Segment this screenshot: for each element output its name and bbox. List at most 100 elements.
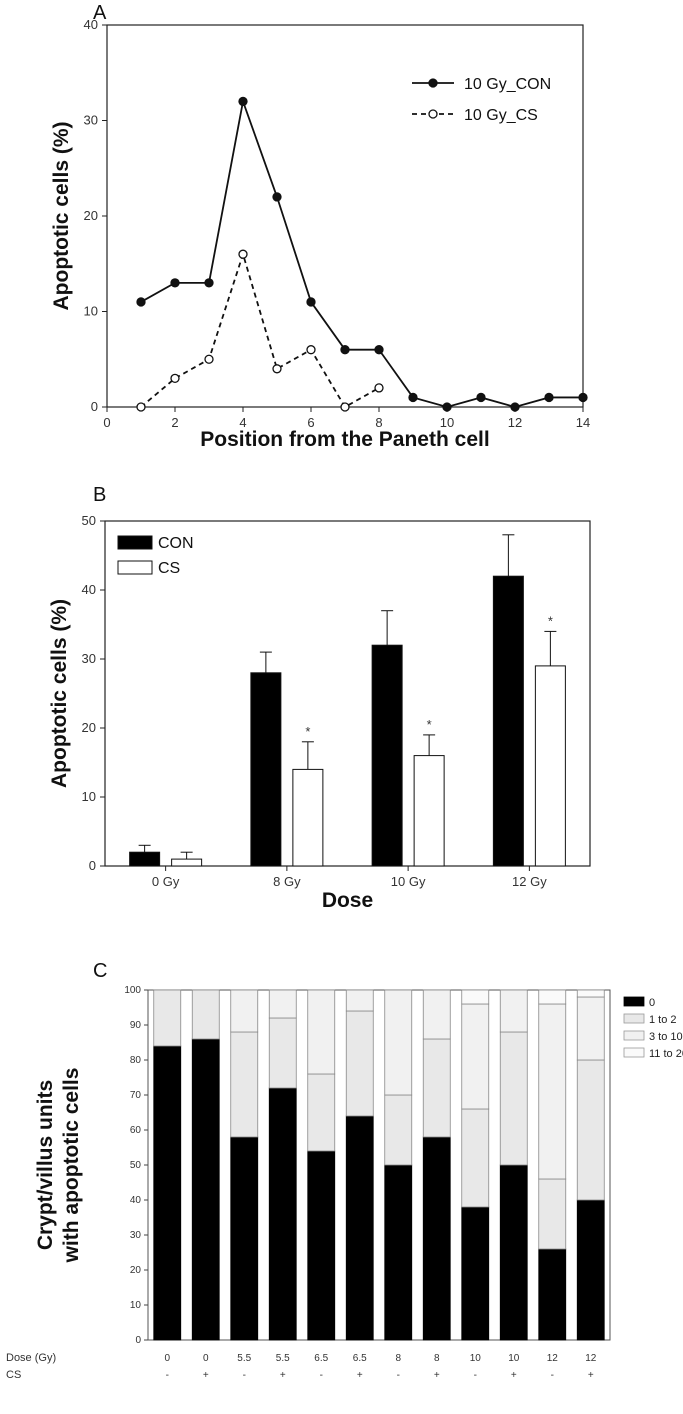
panel-c-cs-label: - xyxy=(320,1370,323,1381)
panel-a-x-tick-label: 4 xyxy=(239,415,246,430)
panel-c-y-tick-label: 100 xyxy=(124,985,141,996)
panel-c-stack-segment xyxy=(499,1164,528,1341)
panel-b-legend-label: CON xyxy=(158,535,194,552)
panel-c-stack-segment xyxy=(499,989,528,1033)
panel-c-cs-label: + xyxy=(280,1370,286,1381)
panel-a-x-tick-label: 6 xyxy=(307,415,314,430)
panel-c-y-tick-label: 30 xyxy=(130,1230,142,1241)
panel-b-y-tick-label: 40 xyxy=(82,582,96,597)
panel-c-y-tick-label: 80 xyxy=(130,1055,142,1066)
panel-c-dose-label: 8 xyxy=(434,1353,440,1364)
panel-a-data-point xyxy=(136,402,146,412)
panel-a-data-point xyxy=(170,373,180,384)
panel-a-data-point xyxy=(374,345,384,355)
panel-c-stack-segment xyxy=(230,1031,259,1138)
panel-a-data-point xyxy=(340,402,350,412)
panel-a-series-line-1 xyxy=(140,97,583,408)
panel-a-data-point xyxy=(408,392,418,403)
panel-b-y-tick-label: 20 xyxy=(82,720,96,735)
panel-b-legend-swatch xyxy=(117,560,153,575)
panel-a-y-tick-label: 30 xyxy=(84,113,98,128)
panel-a-series-line-2 xyxy=(140,251,380,409)
panel-a-legend-label: 10 Gy_CON xyxy=(464,76,551,93)
panel-c-y-tick-label: 10 xyxy=(130,1300,142,1311)
panel-b-x-tick-label: 12 Gy xyxy=(512,874,547,889)
panel-c-stack-segment xyxy=(268,989,297,1019)
panel-a-data-point xyxy=(340,345,350,355)
panel-c-stack-segment xyxy=(268,1017,297,1089)
panel-a-x-tick-label: 0 xyxy=(103,415,110,430)
panel-c-y-tick-label: 60 xyxy=(130,1125,142,1136)
panel-a-x-tick-label: 2 xyxy=(171,415,178,430)
panel-c-cs-label: + xyxy=(203,1370,209,1381)
panel-c-legend-label: 1 to 2 xyxy=(649,1014,677,1026)
panel-a-legend-marker xyxy=(428,109,438,119)
panel-b-plot-frame xyxy=(104,520,591,867)
panel-c-stack-segment xyxy=(461,989,490,1005)
panel-a-data-point xyxy=(272,364,282,374)
panel-a-data-point xyxy=(510,402,520,412)
panel-c-cs-label: - xyxy=(243,1370,246,1381)
panel-c-stack-segment xyxy=(384,1164,413,1341)
panel-c-stack-segment xyxy=(268,1087,297,1341)
panel-c-stack-segment xyxy=(307,1073,336,1152)
panel-a-legend-marker xyxy=(428,78,438,88)
panel-a-data-point xyxy=(476,392,486,403)
panel-c-cs-label: - xyxy=(397,1370,400,1381)
panel-c-letter: C xyxy=(93,960,108,982)
panel-a-data-point xyxy=(374,383,384,393)
panel-c-cs-label: + xyxy=(357,1370,363,1381)
panel-b-significance-marker: * xyxy=(548,613,553,628)
panel-c-stack-segment xyxy=(422,1136,451,1341)
panel-b-bar xyxy=(492,575,524,867)
panel-c-y-tick-label: 50 xyxy=(130,1160,142,1171)
panel-b-y-tick-label: 10 xyxy=(82,789,96,804)
panel-c-legend-swatch xyxy=(623,996,645,1007)
panel-c-dose-label: 5.5 xyxy=(237,1353,251,1364)
panel-c-stack-segment xyxy=(153,989,182,1047)
panel-b-y-axis-title: Apoptotic cells (%) xyxy=(48,599,71,788)
panel-b-legend-swatch xyxy=(117,535,153,550)
panel-b-significance-marker: * xyxy=(305,724,310,739)
panel-c-legend-swatch xyxy=(623,1013,645,1024)
panel-c-cs-row-label: CS xyxy=(6,1369,21,1381)
panel-a-y-tick-label: 0 xyxy=(91,399,98,414)
panel-c-stack-segment xyxy=(461,1003,490,1110)
panel-c-stack-segment xyxy=(576,996,605,1061)
panel-b-y-tick-label: 50 xyxy=(82,513,96,528)
panel-c-stack-segment xyxy=(538,989,567,1005)
panel-c-stack-segment xyxy=(576,989,605,998)
panel-b-bar xyxy=(413,755,445,867)
panel-c-legend-label: 0 xyxy=(649,997,655,1009)
panel-c-dose-label: 6.5 xyxy=(314,1353,328,1364)
panel-b-significance-marker: * xyxy=(427,717,432,732)
panel-c-dose-label: 6.5 xyxy=(353,1353,367,1364)
panel-b-x-tick-label: 0 Gy xyxy=(152,874,180,889)
panel-c-stack-segment xyxy=(153,1045,182,1341)
panel-a-x-tick-label: 10 xyxy=(440,415,454,430)
panel-c-stack-segment xyxy=(576,1199,605,1341)
panel-b-bar xyxy=(292,768,324,867)
panel-c-legend-label: 11 to 20 xyxy=(649,1048,683,1060)
panel-b-letter: B xyxy=(93,484,107,506)
panel-c-dose-label: 12 xyxy=(585,1353,597,1364)
panel-c-stack-segment xyxy=(538,1003,567,1180)
panel-a-y-tick-label: 20 xyxy=(84,208,98,223)
panel-c-legend-swatch xyxy=(623,1047,645,1058)
panel-c-stack-segment xyxy=(345,1010,374,1117)
panel-c-stack-segment xyxy=(384,1094,413,1166)
panel-c-y-tick-label: 20 xyxy=(130,1265,142,1276)
panel-c-cs-label: + xyxy=(511,1370,517,1381)
panel-c-stack-segment xyxy=(422,989,451,1040)
panel-b-y-tick-label: 0 xyxy=(89,858,96,873)
panel-c-y-tick-label: 90 xyxy=(130,1020,142,1031)
panel-a-data-point xyxy=(238,96,248,107)
panel-b-x-axis-title: Dose xyxy=(322,889,373,912)
panel-c-y-tick-label: 40 xyxy=(130,1195,142,1206)
panel-c-stack-segment xyxy=(345,989,374,1012)
panel-b-legend-label: CS xyxy=(158,560,180,577)
panel-c-stack-segment xyxy=(384,989,413,1096)
panel-c-stack-segment xyxy=(191,989,220,1040)
panel-c-stack-segment xyxy=(230,989,259,1033)
